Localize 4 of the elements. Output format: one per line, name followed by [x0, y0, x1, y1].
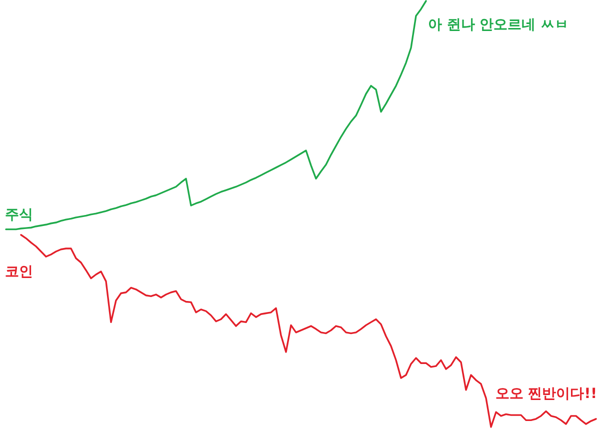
- series-label: 코인: [5, 264, 33, 280]
- series-label: 주식: [5, 207, 33, 223]
- annotation: 아 쥔나 안오르네 ㅆㅂ: [428, 17, 569, 33]
- annotation: 오오 찐반이다!!: [495, 386, 597, 402]
